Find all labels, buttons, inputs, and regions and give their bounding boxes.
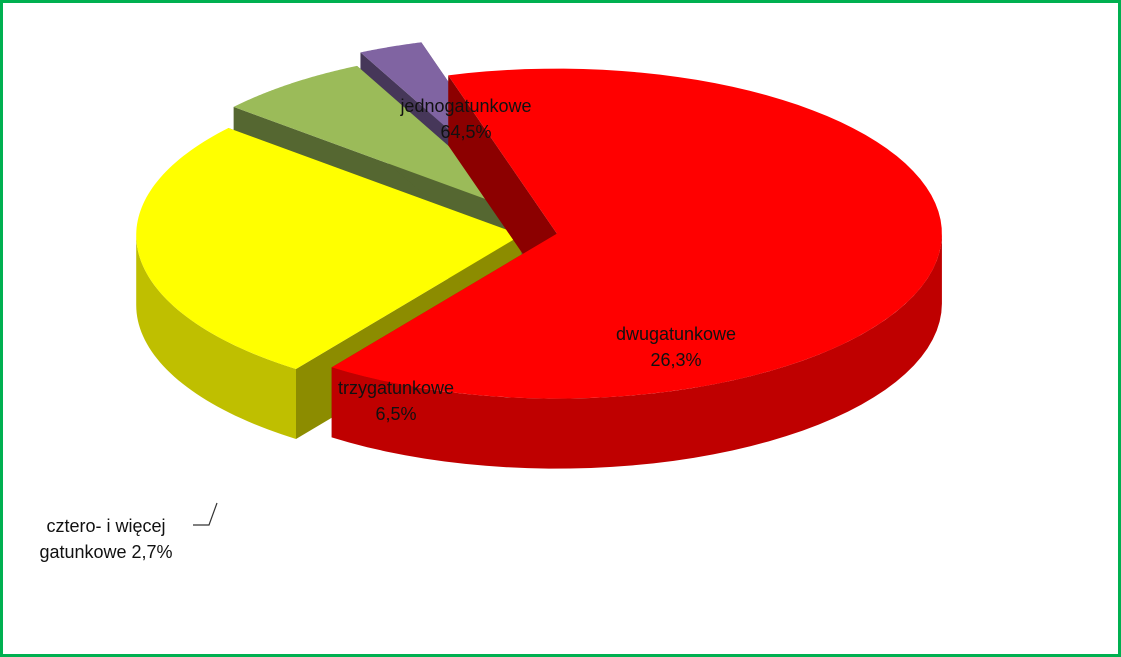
slice-side	[331, 233, 942, 469]
slice	[331, 68, 942, 399]
slice-side	[448, 75, 557, 304]
category-label: trzygatunkowe	[337, 378, 455, 398]
slice-side	[136, 235, 297, 439]
leader-line	[193, 502, 218, 526]
slice	[331, 68, 942, 469]
data-label: cztero- i więcej gatunkowe 2,7%	[11, 513, 201, 565]
slice	[136, 128, 522, 369]
data-label: jednogatunkowe 64,5%	[336, 93, 596, 145]
category-label: dwugatunkowe	[615, 324, 737, 344]
value-label: 26,3%	[650, 350, 702, 370]
value-label: 2,7%	[131, 542, 173, 562]
category-label: cztero- i więcej gatunkowe	[39, 516, 166, 562]
value-label: 6,5%	[375, 404, 417, 424]
data-label: dwugatunkowe 26,3%	[576, 321, 776, 373]
chart	[136, 42, 942, 526]
value-label: 64,5%	[440, 122, 492, 142]
category-label: jednogatunkowe	[400, 96, 532, 116]
slice	[233, 65, 527, 215]
data-label: trzygatunkowe 6,5%	[296, 375, 496, 427]
